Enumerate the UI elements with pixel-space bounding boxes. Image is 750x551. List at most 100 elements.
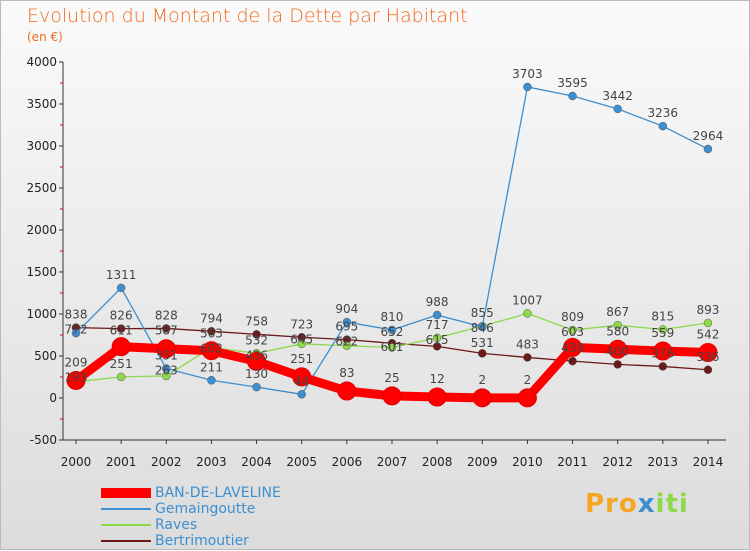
y-tick-label: -500: [30, 433, 57, 447]
data-label: 44: [294, 374, 309, 388]
data-point: [658, 362, 668, 371]
chart-subtitle: (en €): [27, 30, 63, 44]
data-label: 3442: [602, 89, 633, 103]
data-point: [703, 144, 713, 154]
legend-swatch: [101, 488, 151, 498]
data-label: 602: [200, 341, 223, 355]
data-label: 263: [155, 364, 178, 378]
data-label: 25: [384, 371, 399, 385]
data-label: 855: [471, 306, 494, 320]
data-point: [292, 367, 312, 387]
data-label: 826: [110, 309, 133, 323]
data-label: 211: [200, 360, 223, 374]
data-label: 12: [429, 372, 444, 386]
data-label: 559: [651, 326, 674, 340]
x-tick-label: 2009: [467, 455, 498, 469]
x-tick-label: 2000: [61, 455, 92, 469]
data-point: [111, 337, 131, 357]
data-label: 828: [155, 308, 178, 322]
data-label: 622: [335, 335, 358, 349]
data-label: 2: [524, 373, 532, 387]
legend-swatch: [101, 508, 151, 510]
data-label: 130: [245, 367, 268, 381]
data-point: [297, 390, 306, 399]
y-tick-label: 2000: [26, 223, 57, 237]
data-point: [613, 104, 622, 114]
data-point: [523, 353, 532, 362]
legend: BAN-DE-LAVELINE Gemaingoutte Raves Bertrimo…: [101, 485, 281, 549]
data-label: 611: [110, 324, 133, 338]
data-label: 3703: [512, 67, 543, 81]
x-tick-label: 2010: [512, 455, 543, 469]
data-label: 717: [426, 318, 449, 332]
data-label: 400: [606, 344, 629, 358]
legend-swatch: [101, 540, 151, 542]
data-point: [297, 339, 306, 349]
data-point: [432, 310, 442, 320]
y-tick-label: 4000: [26, 55, 57, 69]
data-point: [387, 343, 397, 352]
chart-title: Evolution du Montant de la Dette par Hab…: [27, 5, 468, 27]
data-label: 251: [110, 357, 133, 371]
data-label: 809: [561, 310, 584, 324]
x-tick-label: 2012: [602, 455, 633, 469]
data-label: 3236: [648, 106, 679, 120]
data-point: [252, 382, 261, 392]
legend-label: Raves: [155, 517, 198, 533]
data-label: 615: [426, 333, 449, 347]
data-label: 1311: [106, 268, 137, 282]
data-label: 83: [339, 366, 354, 380]
data-label: 483: [516, 337, 539, 351]
proxiti-logo: Proxiti: [585, 489, 689, 519]
data-point: [517, 388, 537, 408]
x-tick-label: 2002: [151, 455, 182, 469]
legend-swatch: [101, 524, 151, 526]
data-label: 794: [200, 311, 223, 325]
data-point: [201, 341, 221, 361]
data-point: [116, 283, 126, 293]
legend-label: BAN-DE-LAVELINE: [155, 485, 281, 501]
data-label: 838: [65, 308, 88, 322]
data-label: 532: [245, 333, 268, 347]
data-point: [156, 339, 176, 359]
data-point: [568, 356, 577, 366]
data-point: [162, 364, 171, 373]
data-point: [653, 341, 673, 361]
data-label: 815: [651, 310, 674, 324]
data-label: 3595: [557, 76, 588, 90]
data-point: [116, 372, 126, 382]
y-tick-label: 1000: [26, 307, 57, 321]
data-label: 645: [290, 332, 313, 346]
data-point: [523, 82, 532, 92]
data-label: 376: [651, 346, 674, 360]
data-point: [472, 388, 492, 408]
y-tick-label: 0: [49, 391, 57, 405]
data-label: 251: [290, 352, 313, 366]
data-point: [608, 339, 628, 359]
data-point: [568, 325, 577, 335]
data-point: [658, 121, 668, 131]
data-point: [432, 342, 442, 351]
legend-item: Raves: [101, 517, 281, 533]
data-label: 209: [65, 355, 88, 369]
data-point: [658, 325, 668, 334]
data-label: 2964: [693, 129, 724, 143]
x-tick-label: 2008: [422, 455, 453, 469]
data-label: 193: [65, 370, 88, 384]
data-point: [568, 91, 577, 101]
x-tick-label: 2006: [332, 455, 363, 469]
data-label: 542: [697, 327, 720, 341]
y-tick-label: 3500: [26, 97, 57, 111]
legend-item: BAN-DE-LAVELINE: [101, 485, 281, 501]
data-label: 580: [606, 324, 629, 338]
x-tick-label: 2003: [196, 455, 227, 469]
data-point: [342, 341, 352, 351]
x-tick-label: 2005: [286, 455, 317, 469]
data-label: 758: [245, 314, 268, 328]
data-label: 988: [426, 295, 449, 309]
data-point: [116, 324, 126, 333]
data-point: [162, 324, 171, 333]
data-point: [252, 330, 261, 339]
